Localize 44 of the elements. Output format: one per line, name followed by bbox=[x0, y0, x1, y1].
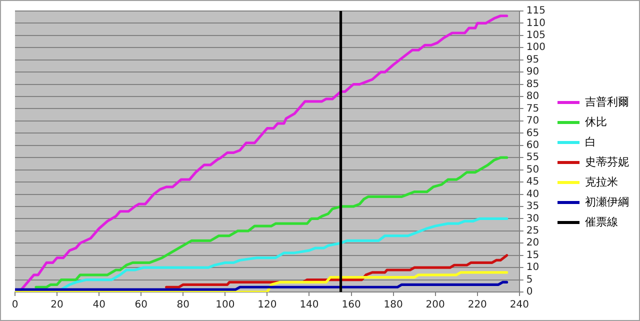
legend-label: 史蒂芬妮 bbox=[585, 155, 629, 168]
y-tick-label: 0 bbox=[526, 286, 533, 298]
x-tick-label: 60 bbox=[134, 300, 148, 311]
y-tick-label: 65 bbox=[526, 128, 540, 139]
y-tick-label: 75 bbox=[526, 103, 540, 114]
y-tick-label: 70 bbox=[526, 116, 540, 127]
y-tick-label: 60 bbox=[526, 140, 540, 151]
legend-label: 克拉米 bbox=[585, 175, 618, 188]
legend-label: 初瀬伊綱 bbox=[585, 195, 629, 208]
y-tick-label: 10 bbox=[526, 262, 540, 274]
x-tick-label: 40 bbox=[92, 300, 106, 311]
y-tick-label: 90 bbox=[526, 66, 540, 78]
y-tick-label: 100 bbox=[526, 42, 546, 54]
y-tick-label: 50 bbox=[526, 164, 540, 176]
y-tick-label: 45 bbox=[526, 176, 540, 188]
x-tick-label: 180 bbox=[384, 300, 403, 311]
y-tick-label: 95 bbox=[526, 54, 540, 66]
y-tick-label: 80 bbox=[526, 91, 540, 102]
y-tick-label: 5 bbox=[526, 274, 533, 286]
legend-label: 休比 bbox=[585, 115, 607, 128]
y-tick-label: 85 bbox=[526, 78, 540, 90]
x-tick-label: 160 bbox=[342, 300, 361, 311]
y-tick-label: 55 bbox=[526, 152, 540, 164]
x-tick-label: 20 bbox=[50, 300, 64, 311]
x-tick-label: 200 bbox=[426, 300, 445, 311]
x-tick-label: 120 bbox=[258, 300, 277, 311]
y-tick-label: 20 bbox=[526, 238, 540, 249]
y-tick-label: 115 bbox=[526, 6, 546, 17]
y-tick-label: 25 bbox=[526, 226, 540, 237]
legend-label: 吉普利爾 bbox=[585, 95, 629, 108]
y-tick-label: 15 bbox=[526, 250, 540, 261]
y-tick-label: 35 bbox=[526, 201, 540, 212]
x-tick-label: 220 bbox=[468, 300, 487, 311]
y-tick-label: 30 bbox=[526, 213, 540, 224]
x-tick-label: 0 bbox=[12, 300, 18, 311]
x-tick-label: 100 bbox=[216, 300, 235, 311]
legend-label: 催票線 bbox=[585, 215, 618, 228]
y-tick-label: 105 bbox=[526, 30, 546, 42]
x-tick-label: 140 bbox=[300, 300, 319, 311]
y-tick-label: 110 bbox=[526, 18, 546, 29]
x-tick-label: 80 bbox=[176, 300, 190, 311]
legend-label: 白 bbox=[585, 135, 596, 148]
y-tick-label: 40 bbox=[526, 188, 540, 200]
x-tick-label: 240 bbox=[510, 300, 529, 311]
